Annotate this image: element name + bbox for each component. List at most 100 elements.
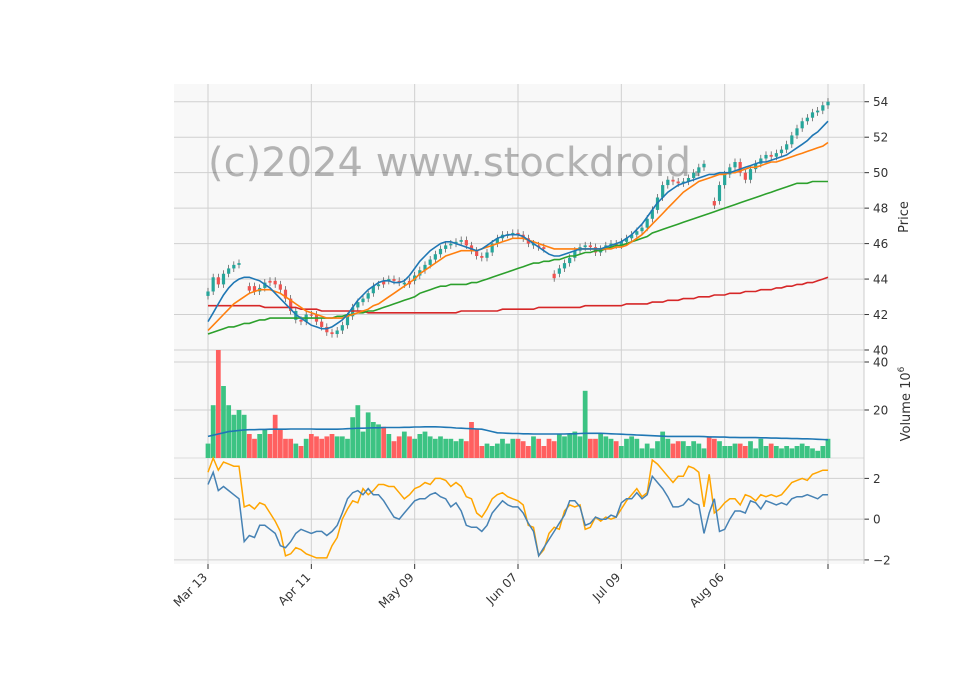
x-tick-label: May 09 xyxy=(376,570,417,611)
candle-body xyxy=(562,263,567,269)
volume-bar xyxy=(815,450,821,458)
volume-bar xyxy=(412,438,418,458)
candle-body xyxy=(805,117,809,122)
volume-bar xyxy=(231,414,237,458)
volume-axis-label: Volume 106 xyxy=(897,366,914,441)
volume-bar xyxy=(768,443,774,458)
candle-body xyxy=(206,291,210,296)
volume-bar xyxy=(484,443,490,458)
candle-body xyxy=(769,154,773,157)
x-tick-label: Jul 09 xyxy=(589,570,623,604)
volume-bar xyxy=(422,431,428,458)
volume-bar xyxy=(479,446,485,458)
price-y-tick-label: 52 xyxy=(873,131,888,145)
candle-body xyxy=(221,273,226,285)
volume-bar xyxy=(691,441,697,458)
volume-bar xyxy=(360,431,366,458)
volume-bar xyxy=(370,422,376,458)
sma-long-line xyxy=(208,276,829,314)
volume-bar xyxy=(717,441,722,458)
candle-body xyxy=(376,284,381,287)
volume-bar xyxy=(520,441,526,458)
volume-bar xyxy=(257,434,263,458)
volume-bar xyxy=(794,446,800,458)
volume-bar xyxy=(618,446,624,458)
volume-bar xyxy=(711,438,717,458)
volume-ma-line xyxy=(207,426,829,441)
volume-bar xyxy=(283,438,288,458)
candle-body xyxy=(666,179,670,186)
volume-bar xyxy=(675,441,681,458)
volume-bar xyxy=(205,443,211,458)
x-tick-label: Apr 11 xyxy=(275,570,313,608)
volume-bar xyxy=(644,443,650,458)
volume-bar xyxy=(432,438,438,458)
candle-body xyxy=(216,277,220,285)
volume-bar xyxy=(665,438,671,458)
volume-bar xyxy=(546,438,552,458)
candle-body xyxy=(588,245,592,248)
volume-bar xyxy=(381,426,387,458)
candle-body xyxy=(593,247,598,253)
volume-bar xyxy=(277,429,283,458)
candle-body xyxy=(573,250,577,258)
candle-body xyxy=(485,252,489,258)
volume-bar xyxy=(303,438,309,458)
candle-body xyxy=(371,286,375,294)
candle-body xyxy=(495,238,499,244)
price-y-tick-label: 44 xyxy=(873,273,888,287)
volume-bar xyxy=(407,436,412,458)
candle-body xyxy=(542,247,546,249)
volume-bar xyxy=(345,438,350,458)
watermark-text: (c)2024 www.stockdroid. xyxy=(208,140,704,186)
candle-body xyxy=(552,273,556,279)
volume-bar xyxy=(660,431,666,458)
volume-bar xyxy=(350,417,356,458)
candle-body xyxy=(697,167,701,173)
osc-y-tick-label: 0 xyxy=(873,513,881,527)
x-tick-label: Aug 06 xyxy=(687,570,727,610)
candle-body xyxy=(826,101,830,106)
volume-bar xyxy=(753,448,759,458)
volume-bar xyxy=(319,438,325,458)
volume-bar xyxy=(463,441,469,458)
volume-bar xyxy=(515,438,521,458)
volume-bar xyxy=(696,443,702,458)
volume-bar xyxy=(500,438,505,458)
candle-body xyxy=(444,245,448,249)
volume-bar xyxy=(494,443,500,458)
ema-fast-line xyxy=(207,120,829,330)
volume-bar xyxy=(624,438,629,458)
candle-body xyxy=(774,153,778,157)
candle-body xyxy=(247,286,251,291)
candle-body xyxy=(289,298,293,311)
candle-body xyxy=(790,135,794,145)
volume-bar xyxy=(567,434,573,458)
volume-bar xyxy=(825,438,831,458)
volume-bar xyxy=(308,434,314,458)
price-y-tick-label: 54 xyxy=(873,95,888,109)
volume-bar xyxy=(458,438,464,458)
volume-y-tick-label: 40 xyxy=(873,356,888,370)
oscillator-panel-bg xyxy=(174,458,864,564)
ema-mid-line xyxy=(207,141,829,332)
candle-body xyxy=(335,330,339,335)
x-tick-label: Mar 13 xyxy=(171,570,210,609)
volume-bar xyxy=(608,438,614,458)
volume-bar xyxy=(469,422,474,458)
candle-body xyxy=(382,280,386,285)
candle-body xyxy=(325,326,329,333)
candle-body xyxy=(423,264,427,271)
candle-body xyxy=(511,232,515,235)
candle-body xyxy=(795,128,799,136)
candle-body xyxy=(516,232,520,235)
volume-bar xyxy=(448,438,454,458)
candle-body xyxy=(728,167,732,175)
volume-bar xyxy=(252,438,257,458)
price-y-tick-label: 48 xyxy=(873,202,888,216)
candle-body xyxy=(816,110,820,113)
candle-body xyxy=(449,243,453,246)
volume-bar xyxy=(680,441,686,458)
candle-body xyxy=(469,245,474,251)
